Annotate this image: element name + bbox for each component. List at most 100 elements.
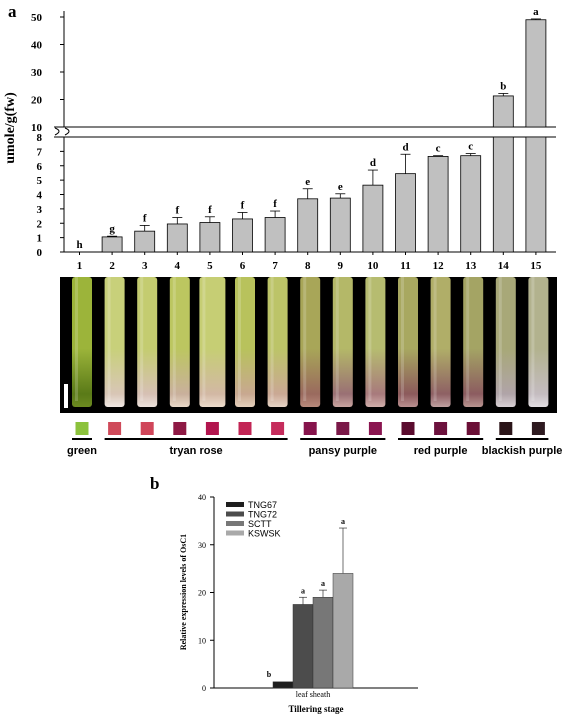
chart-b-y-tick-label: 0 [202, 684, 206, 693]
chart-b-bar [272, 681, 294, 689]
chart-a-y-tick-label: 7 [37, 146, 43, 158]
chart-a-bar-upper-part [525, 19, 547, 128]
chart-a-significance-letter: e [338, 181, 343, 193]
chart-a-significance-letter: a [533, 6, 539, 18]
stem-highlight [238, 277, 241, 401]
stem-highlight [172, 277, 176, 401]
chart-a-y-tick-label: 8 [37, 132, 43, 144]
chart-b-bar [292, 604, 314, 689]
color-chip [205, 422, 219, 435]
chart-b-significance-letter: a [301, 586, 305, 595]
chart-a-y-tick-label: 20 [31, 95, 43, 107]
chart-a-bar [264, 217, 286, 253]
stem-highlight [140, 277, 144, 401]
stem-highlight [335, 277, 339, 401]
chart-a-y-tick-label: 6 [37, 161, 43, 173]
chart-a-significance-letter: b [500, 80, 506, 92]
stem-sample [495, 277, 516, 407]
stem-highlight [368, 277, 372, 401]
stem-sample [169, 277, 190, 407]
chart-a-x-tick-label: 5 [207, 260, 213, 272]
color-chip [238, 422, 252, 435]
chart-a-x-tick-label: 8 [305, 260, 311, 272]
stem-highlight [107, 277, 111, 401]
chart-a-x-tick-label: 3 [142, 260, 148, 272]
chart-b-y-tick-label: 10 [198, 636, 206, 645]
chart-b-bar [312, 597, 334, 689]
chart-a-bar-lower-part [525, 136, 547, 253]
color-chip [531, 422, 545, 435]
stem-sample [463, 277, 484, 407]
chart-a-x-tick-label: 1 [77, 260, 83, 272]
stem-sample [199, 277, 226, 407]
chart-b-legend-swatch [226, 511, 244, 517]
chart-b-category-label: leaf sheath [296, 690, 330, 699]
color-group-label: blackish purple [482, 445, 563, 457]
chart-b: Relative expression levels of OsC1 Tille… [179, 493, 418, 714]
chart-a-y-tick-label: 40 [31, 40, 43, 52]
chart-a-axis-break-mark [54, 127, 70, 136]
stem-highlight [202, 277, 206, 401]
stem-highlight [433, 277, 437, 401]
chart-b-y-tick-label: 40 [198, 493, 206, 502]
chart-a-x-tick-label: 2 [109, 260, 115, 272]
color-chip [75, 422, 89, 435]
color-chip [466, 422, 480, 435]
color-chip [499, 422, 513, 435]
chart-b-y-tick-label: 20 [198, 589, 206, 598]
chart-a-x-tick-label: 15 [530, 260, 542, 272]
chart-a-y-tick-label: 0 [37, 247, 43, 259]
chart-a-y-tick-label: 1 [37, 233, 43, 245]
chart-a-y-axis-label: umole/g(fw) [3, 92, 18, 164]
chart-a-x-tick-label: 4 [175, 260, 181, 272]
chart-a-significance-letter: d [370, 157, 376, 169]
chart-a-significance-letter: f [208, 204, 212, 216]
stem-sample [332, 277, 353, 407]
stem-highlight [303, 277, 307, 401]
color-chip [303, 422, 317, 435]
stem-highlight [466, 277, 470, 401]
chart-a-y-tick-label: 50 [31, 12, 43, 24]
panel-b-label: b [150, 474, 159, 493]
stem-sample [72, 277, 92, 407]
stem-sample [528, 277, 549, 407]
chart-a: umole/g(fw) 0123456781020304050h1g2f3f4f… [3, 6, 556, 272]
stem-sample [430, 277, 451, 407]
color-chip [401, 422, 415, 435]
chart-b-y-tick-label: 30 [198, 541, 206, 550]
chart-a-significance-letter: c [436, 143, 441, 155]
chart-a-significance-letter: f [273, 198, 277, 210]
chart-a-bar-lower-part [492, 136, 514, 253]
stem-highlight [270, 277, 274, 401]
color-chip [271, 422, 285, 435]
chart-a-y-tick-label: 5 [37, 175, 43, 187]
chart-a-bar [329, 197, 351, 253]
chart-a-y-tick-label: 10 [31, 122, 43, 134]
chart-a-x-tick-label: 9 [338, 260, 344, 272]
chart-b-y-axis-label: Relative expression levels of OsC1 [179, 534, 188, 650]
stem-photo [60, 277, 557, 413]
chart-a-significance-letter: d [402, 141, 408, 153]
chart-b-legend-swatch [226, 502, 244, 507]
chart-a-y-tick-label: 30 [31, 67, 43, 79]
chart-a-y-tick-label: 2 [37, 218, 43, 230]
chart-b-x-axis-label: Tillering stage [288, 704, 343, 714]
chart-a-bar [297, 198, 319, 253]
color-group-label: green [67, 445, 97, 457]
chart-a-significance-letter: f [143, 212, 147, 224]
chart-b-legend-label: TNG72 [248, 510, 277, 520]
chart-b-legend-swatch [226, 530, 244, 536]
chart-a-bar-upper-part [492, 95, 514, 128]
chart-a-x-tick-label: 14 [498, 260, 510, 272]
chart-b-significance-letter: a [321, 579, 325, 588]
chart-b-significance-letter: a [341, 517, 345, 526]
chart-a-significance-letter: e [305, 176, 310, 188]
stem-highlight [531, 277, 535, 401]
chart-a-bar [232, 218, 253, 253]
color-chips: green tryan rose pansy purple red purple bla… [67, 422, 562, 457]
stem-sample [137, 277, 158, 407]
chart-a-significance-letter: g [109, 223, 115, 235]
chart-b-legend-label: KSWSK [248, 529, 281, 539]
color-chip [368, 422, 382, 435]
chart-a-bar [101, 236, 123, 253]
